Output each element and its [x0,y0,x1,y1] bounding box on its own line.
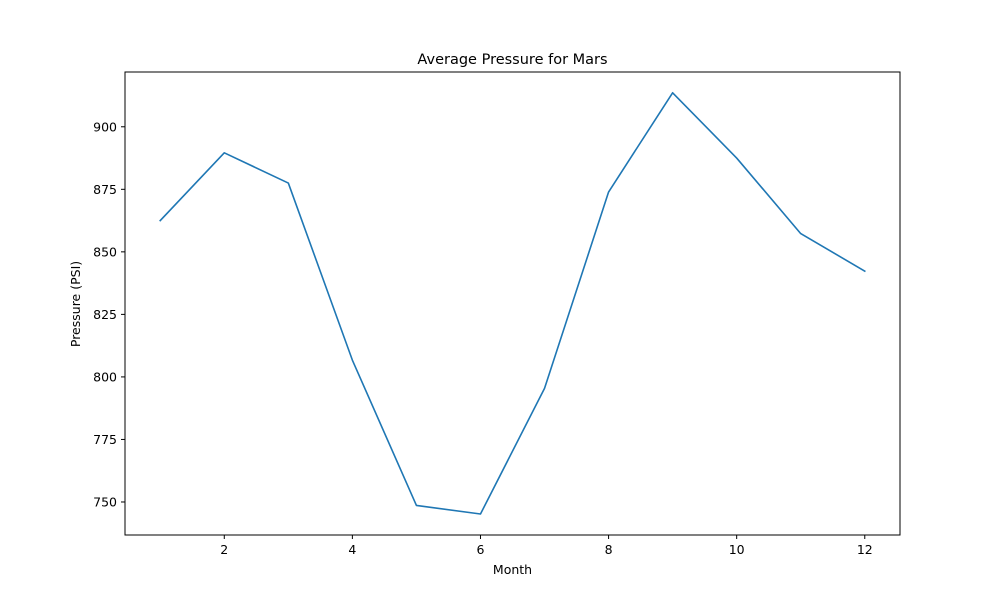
plot-frame [124,71,901,536]
y-tick-label: 775 [93,432,117,447]
x-tick-label: 12 [857,542,873,557]
x-tick-label: 2 [220,542,228,557]
series-line [159,91,866,515]
y-tick-label: 800 [93,369,117,384]
y-tick-label: 900 [93,119,117,134]
y-tick-label: 875 [93,182,117,197]
y-tick-label: 850 [93,244,117,259]
plot-area [159,91,866,515]
x-tick-label: 8 [605,542,613,557]
chart-title: Average Pressure for Mars [417,52,607,68]
x-axis: 2 4 6 8 10 12 [220,535,873,557]
x-axis-title: Month [493,562,532,577]
x-tick-label: 4 [348,542,356,557]
y-axis-title: Pressure (PSI) [68,261,83,347]
x-tick-label: 6 [476,542,484,557]
x-tick-label: 10 [729,542,745,557]
y-tick-label: 825 [93,307,117,322]
y-axis: 750 775 800 825 850 875 900 [93,119,125,509]
y-tick-label: 750 [93,494,117,509]
